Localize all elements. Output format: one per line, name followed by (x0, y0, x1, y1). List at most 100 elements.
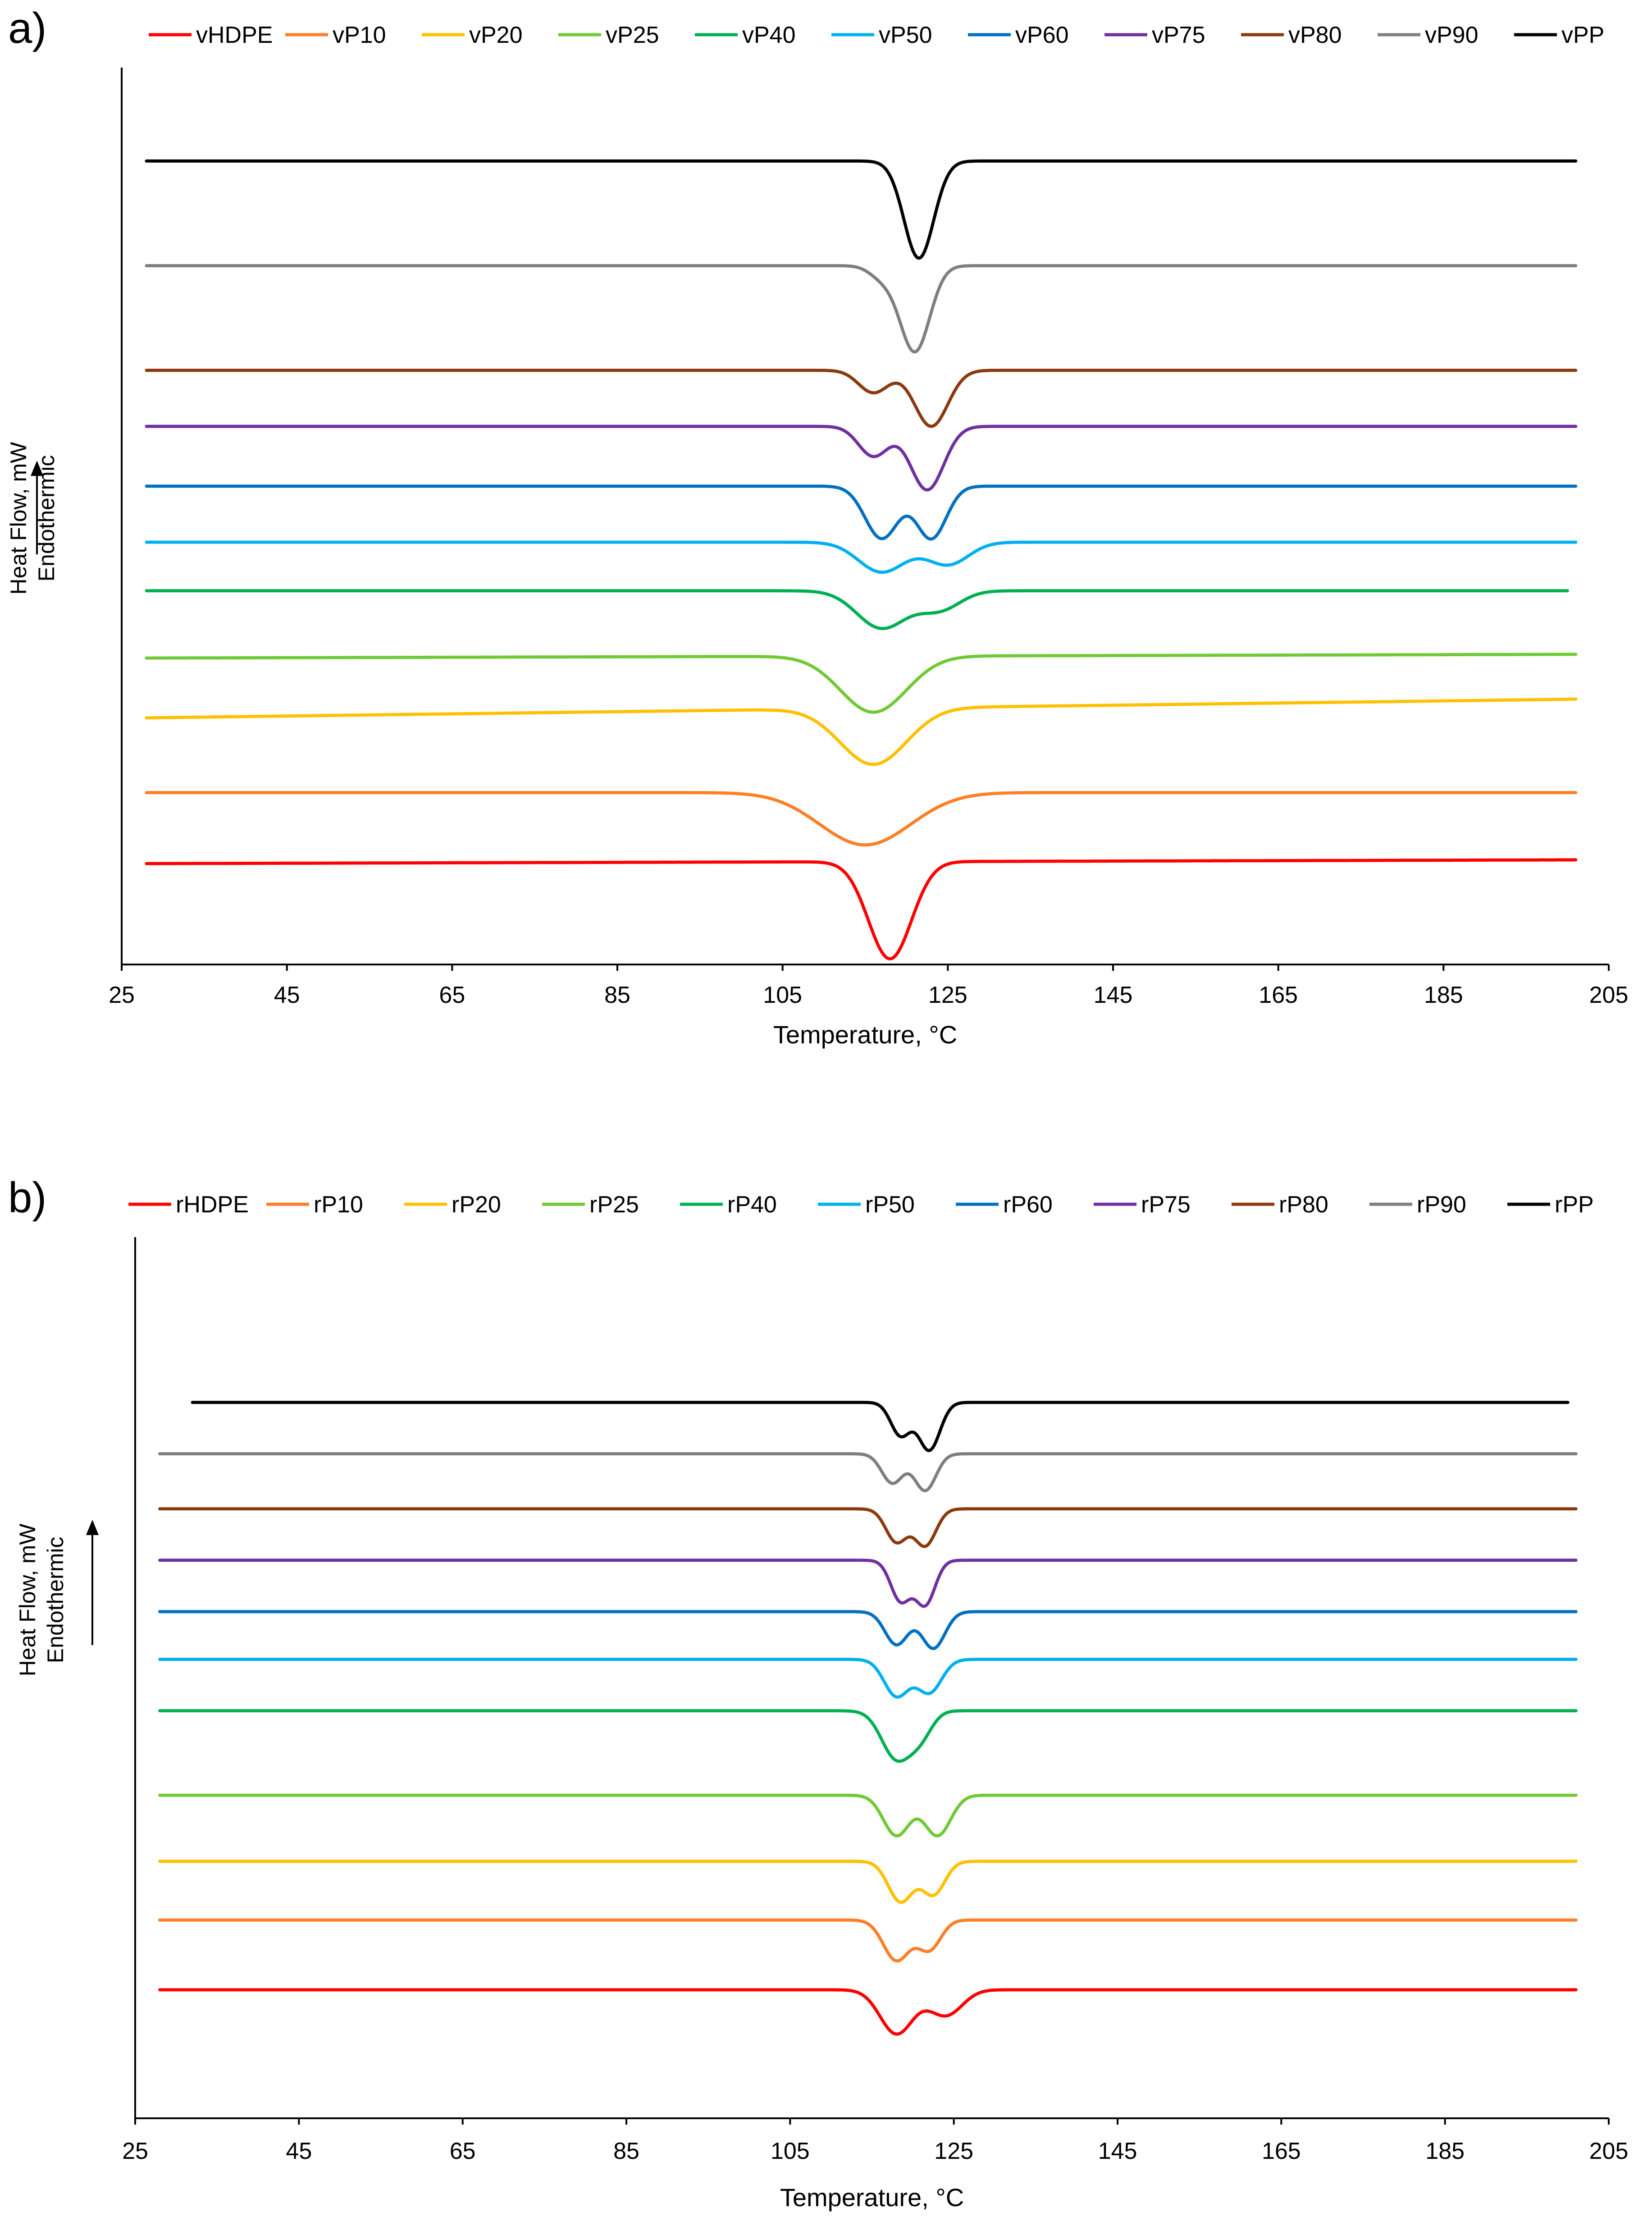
x-tick-label: 125 (934, 2138, 973, 2164)
panel-a-plot-area: 25 45 65 85 105 125 145 165 185 205 (109, 68, 1628, 1008)
series-line-rHDPE (158, 1988, 1578, 2036)
series-line-rP40 (158, 1709, 1578, 1763)
series-line-vP90 (145, 264, 1578, 354)
series-line-rP50 (158, 1658, 1578, 1699)
legend-item-vPP: vPP (1514, 22, 1604, 48)
series-line-vHDPE (145, 858, 1578, 960)
legend-item-vP20: vP20 (422, 22, 523, 48)
panel-a-y-axis-label: Heat Flow, mW Endothermic (6, 442, 59, 595)
panel-b-x-axis-title: Temperature, °C (780, 2183, 964, 2212)
legend-item-vP40: vP40 (695, 22, 796, 48)
legend-label: vHDPE (196, 22, 273, 48)
legend-label: rP50 (865, 1192, 915, 1218)
panel-b-y-axis-label: Heat Flow, mW Endothermic (15, 1520, 99, 1676)
panel-b-series-group (158, 1401, 1578, 2036)
x-tick-label: 165 (1262, 2138, 1301, 2164)
legend-label: vP25 (606, 22, 659, 48)
series-line-rP80 (158, 1507, 1578, 1548)
legend-label: vP90 (1425, 22, 1479, 48)
legend-item-rP10: rP10 (266, 1192, 363, 1218)
legend-item-rP75: rP75 (1094, 1192, 1191, 1218)
legend-item-rP25: rP25 (542, 1192, 639, 1218)
legend-item-vHDPE: vHDPE (149, 22, 273, 48)
legend-label: vP40 (742, 22, 796, 48)
panel-a-series-group (145, 159, 1578, 960)
legend-item-rP90: rP90 (1369, 1192, 1466, 1218)
x-tick-label: 45 (286, 2138, 312, 2164)
legend-label: rP80 (1279, 1192, 1328, 1218)
x-tick-label: 85 (613, 2138, 639, 2164)
series-line-rP10 (158, 1918, 1578, 1963)
panel-a-ylabel-line1: Heat Flow, mW (6, 442, 31, 595)
series-line-vP60 (145, 485, 1578, 541)
legend-label: vP20 (469, 22, 523, 48)
x-tick-label: 25 (122, 2138, 148, 2164)
legend-label: rP25 (589, 1192, 639, 1218)
legend-label: rP60 (1003, 1192, 1053, 1218)
x-tick-label: 85 (604, 982, 630, 1008)
panel-b-label: b) (8, 1174, 46, 1222)
legend-item-vP60: vP60 (968, 22, 1069, 48)
legend-label: rP90 (1417, 1192, 1466, 1218)
panel-a-endothermic-arrow-head-icon (31, 461, 43, 476)
series-line-rP25 (158, 1793, 1578, 1837)
series-line-vP20 (145, 697, 1578, 766)
x-tick-label: 185 (1425, 2138, 1465, 2164)
panel-b-plot-area: 25 45 65 85 105 125 145 165 185 205 (122, 1237, 1628, 2164)
panel-b-ylabel-line1: Heat Flow, mW (15, 1523, 40, 1677)
series-line-vP10 (145, 791, 1578, 847)
x-tick-label: 165 (1259, 982, 1298, 1008)
x-tick-label: 45 (274, 982, 300, 1008)
x-tick-label: 105 (771, 2138, 810, 2164)
x-tick-label: 65 (450, 2138, 476, 2164)
legend-item-rPP: rPP (1507, 1192, 1594, 1218)
series-line-rP20 (158, 1860, 1578, 1904)
legend-label: vP50 (879, 22, 932, 48)
panel-b-ylabel-line2: Endothermic (43, 1537, 68, 1664)
series-line-vP25 (145, 653, 1578, 714)
panel-a-label: a) (8, 4, 46, 52)
legend-label: rP20 (452, 1192, 501, 1218)
x-tick-label: 65 (439, 982, 465, 1008)
legend-item-rP20: rP20 (404, 1192, 501, 1218)
panel-b-legend: rHDPE rP10 rP20 rP25 rP40 rP50 rP60 rP75 rP80 rP9… (128, 1192, 1594, 1218)
panel-b-x-ticks: 25 45 65 85 105 125 145 165 185 205 (122, 2118, 1628, 2164)
series-line-vP50 (145, 540, 1578, 574)
legend-label: vP10 (333, 22, 386, 48)
legend-item-vP80: vP80 (1241, 22, 1342, 48)
legend-item-vP75: vP75 (1104, 22, 1205, 48)
series-line-vP75 (145, 425, 1578, 492)
x-tick-label: 205 (1589, 982, 1629, 1008)
legend-label: rP75 (1141, 1192, 1191, 1218)
series-line-vP80 (145, 369, 1578, 428)
x-tick-label: 25 (109, 982, 135, 1008)
legend-item-vP90: vP90 (1378, 22, 1479, 48)
panel-a-legend: vHDPE vP10 vP20 vP25 vP40 vP50 vP60 vP75 vP80 vP9… (149, 22, 1604, 48)
legend-item-vP10: vP10 (285, 22, 386, 48)
legend-label: rHDPE (176, 1192, 249, 1218)
panel-a-x-axis-title: Temperature, °C (773, 1020, 957, 1049)
x-tick-label: 125 (928, 982, 967, 1008)
panel-b-endothermic-arrow-head-icon (86, 1520, 99, 1535)
legend-label: vPP (1561, 22, 1604, 48)
series-line-rP75 (158, 1559, 1578, 1608)
series-line-rPP (191, 1401, 1570, 1452)
series-line-vP40 (145, 589, 1569, 631)
x-tick-label: 185 (1424, 982, 1463, 1008)
x-tick-label: 205 (1589, 2138, 1629, 2164)
series-line-rP60 (158, 1610, 1578, 1650)
series-line-vPP (145, 159, 1578, 260)
legend-item-rHDPE: rHDPE (128, 1192, 249, 1218)
x-tick-label: 145 (1098, 2138, 1137, 2164)
legend-item-rP60: rP60 (956, 1192, 1053, 1218)
legend-label: rP40 (727, 1192, 777, 1218)
legend-item-rP50: rP50 (818, 1192, 915, 1218)
series-line-rP90 (158, 1452, 1578, 1492)
panel-a-ylabel-line2: Endothermic (34, 455, 59, 582)
legend-label: rPP (1555, 1192, 1594, 1218)
legend-label: vP75 (1152, 22, 1205, 48)
x-tick-label: 145 (1094, 982, 1133, 1008)
legend-item-rP40: rP40 (680, 1192, 777, 1218)
